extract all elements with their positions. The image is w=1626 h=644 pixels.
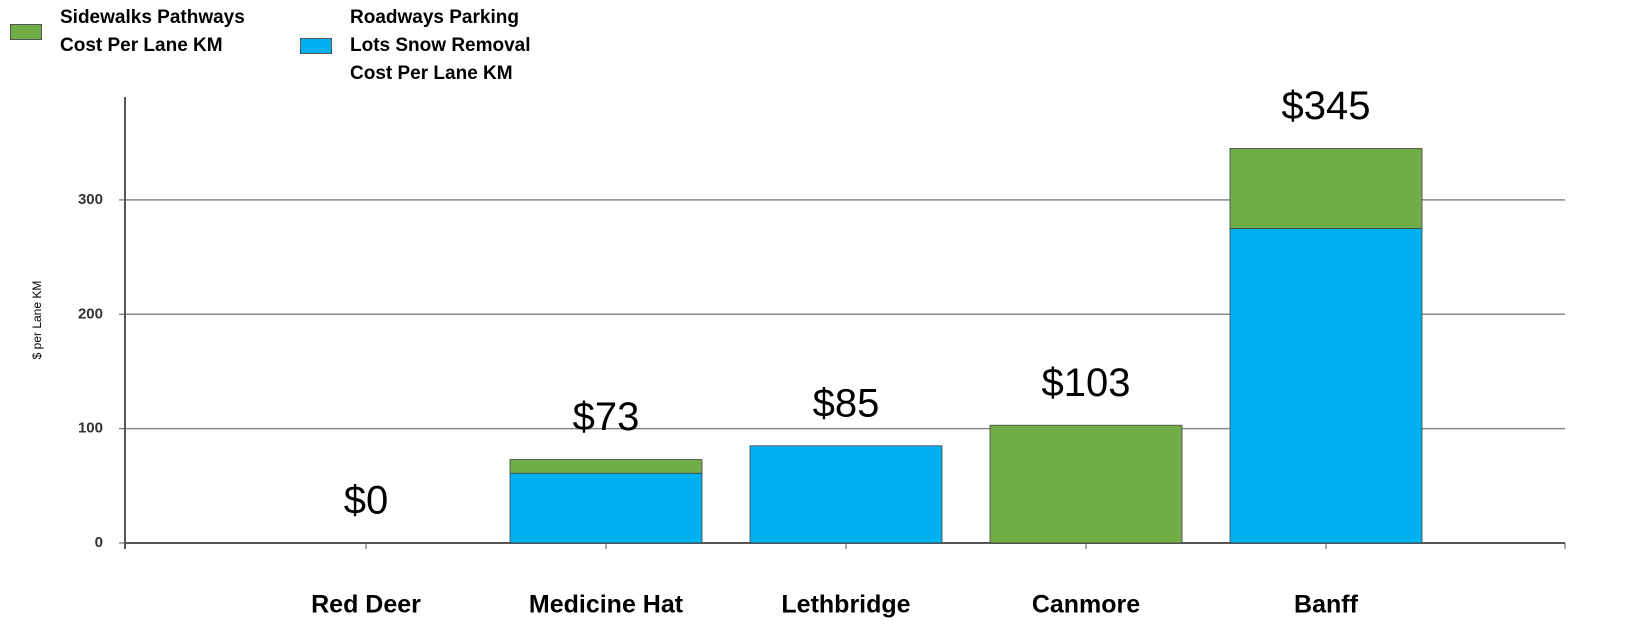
total-label: $85	[813, 381, 880, 425]
x-tick-label: Lethbridge	[781, 591, 910, 619]
x-tick-label: Red Deer	[311, 591, 421, 619]
bar-segment	[1229, 228, 1423, 544]
bar-segment	[1229, 148, 1423, 229]
bar-segment	[509, 459, 703, 474]
total-label: $0	[344, 479, 389, 523]
bar-segment	[749, 445, 943, 544]
legend-swatch	[10, 24, 42, 40]
x-tick-label: Banff	[1294, 591, 1359, 619]
legend-item: Roadways Parking Lots Snow Removal Cost …	[300, 4, 540, 88]
y-tick-label: 300	[78, 191, 103, 208]
total-label: $103	[1042, 361, 1131, 405]
y-tick-label: 200	[78, 305, 103, 322]
total-label: $73	[573, 395, 640, 439]
y-axis-label: $ per Lane KM	[30, 281, 44, 360]
y-tick-label: 0	[95, 534, 103, 551]
legend-label: Roadways Parking Lots Snow Removal Cost …	[350, 7, 531, 84]
total-label: $345	[1282, 84, 1371, 128]
x-tick-label: Medicine Hat	[529, 591, 684, 619]
legend-item: Sidewalks Pathways Cost Per Lane KM	[10, 4, 250, 60]
x-tick-label: Canmore	[1032, 591, 1140, 619]
bar-segment	[989, 424, 1183, 544]
bar-segment	[509, 472, 703, 544]
legend-swatch	[300, 38, 332, 54]
y-tick-label: 100	[78, 420, 103, 437]
legend-label: Sidewalks Pathways Cost Per Lane KM	[60, 7, 245, 56]
